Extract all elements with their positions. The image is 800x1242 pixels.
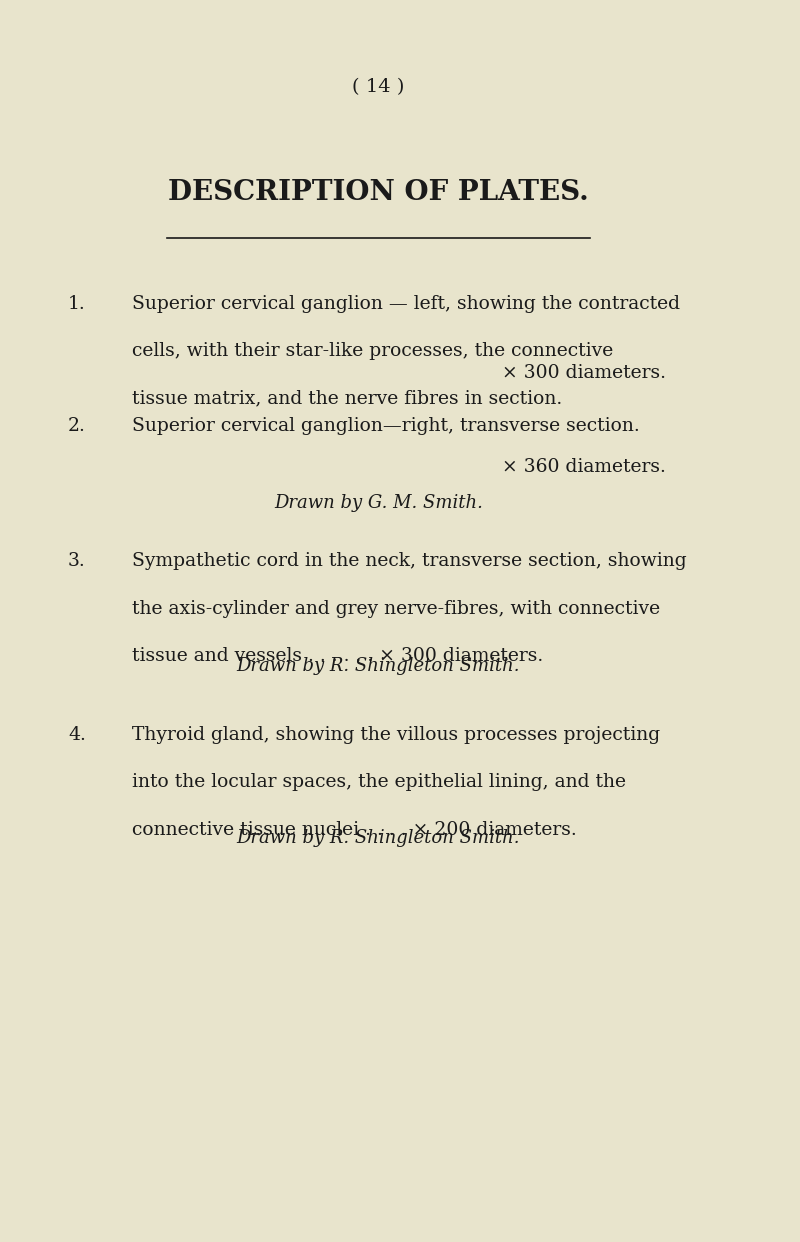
Text: tissue matrix, and the nerve fibres in section.: tissue matrix, and the nerve fibres in s…: [133, 390, 562, 407]
Text: tissue and vessels . . . . . . × 300 diameters.: tissue and vessels . . . . . . × 300 dia…: [133, 647, 544, 664]
Text: cells, with their star-like processes, the connective: cells, with their star-like processes, t…: [133, 343, 614, 360]
Text: Drawn by R. Shingleton Smith.: Drawn by R. Shingleton Smith.: [237, 830, 520, 847]
Text: 3.: 3.: [68, 553, 86, 570]
Text: connective tissue nuclei . . . . × 200 diameters.: connective tissue nuclei . . . . × 200 d…: [133, 821, 578, 838]
Text: Drawn by G. M. Smith.: Drawn by G. M. Smith.: [274, 494, 483, 512]
Text: 2.: 2.: [68, 417, 86, 435]
Text: into the locular spaces, the epithelial lining, and the: into the locular spaces, the epithelial …: [133, 774, 626, 791]
Text: × 360 diameters.: × 360 diameters.: [502, 458, 666, 476]
Text: Sympathetic cord in the neck, transverse section, showing: Sympathetic cord in the neck, transverse…: [133, 553, 687, 570]
Text: Thyroid gland, showing the villous processes projecting: Thyroid gland, showing the villous proce…: [133, 727, 661, 744]
Text: × 300 diameters.: × 300 diameters.: [502, 364, 666, 381]
Text: ( 14 ): ( 14 ): [352, 78, 405, 96]
Text: 1.: 1.: [68, 296, 86, 313]
Text: DESCRIPTION OF PLATES.: DESCRIPTION OF PLATES.: [168, 179, 589, 206]
Text: 4.: 4.: [68, 727, 86, 744]
Text: Superior cervical ganglion — left, showing the contracted: Superior cervical ganglion — left, showi…: [133, 296, 681, 313]
Text: the axis-cylinder and grey nerve-fibres, with connective: the axis-cylinder and grey nerve-fibres,…: [133, 600, 661, 617]
Text: Drawn by R. Shingleton Smith.: Drawn by R. Shingleton Smith.: [237, 657, 520, 674]
Text: Superior cervical ganglion—right, transverse section.: Superior cervical ganglion—right, transv…: [133, 417, 640, 435]
